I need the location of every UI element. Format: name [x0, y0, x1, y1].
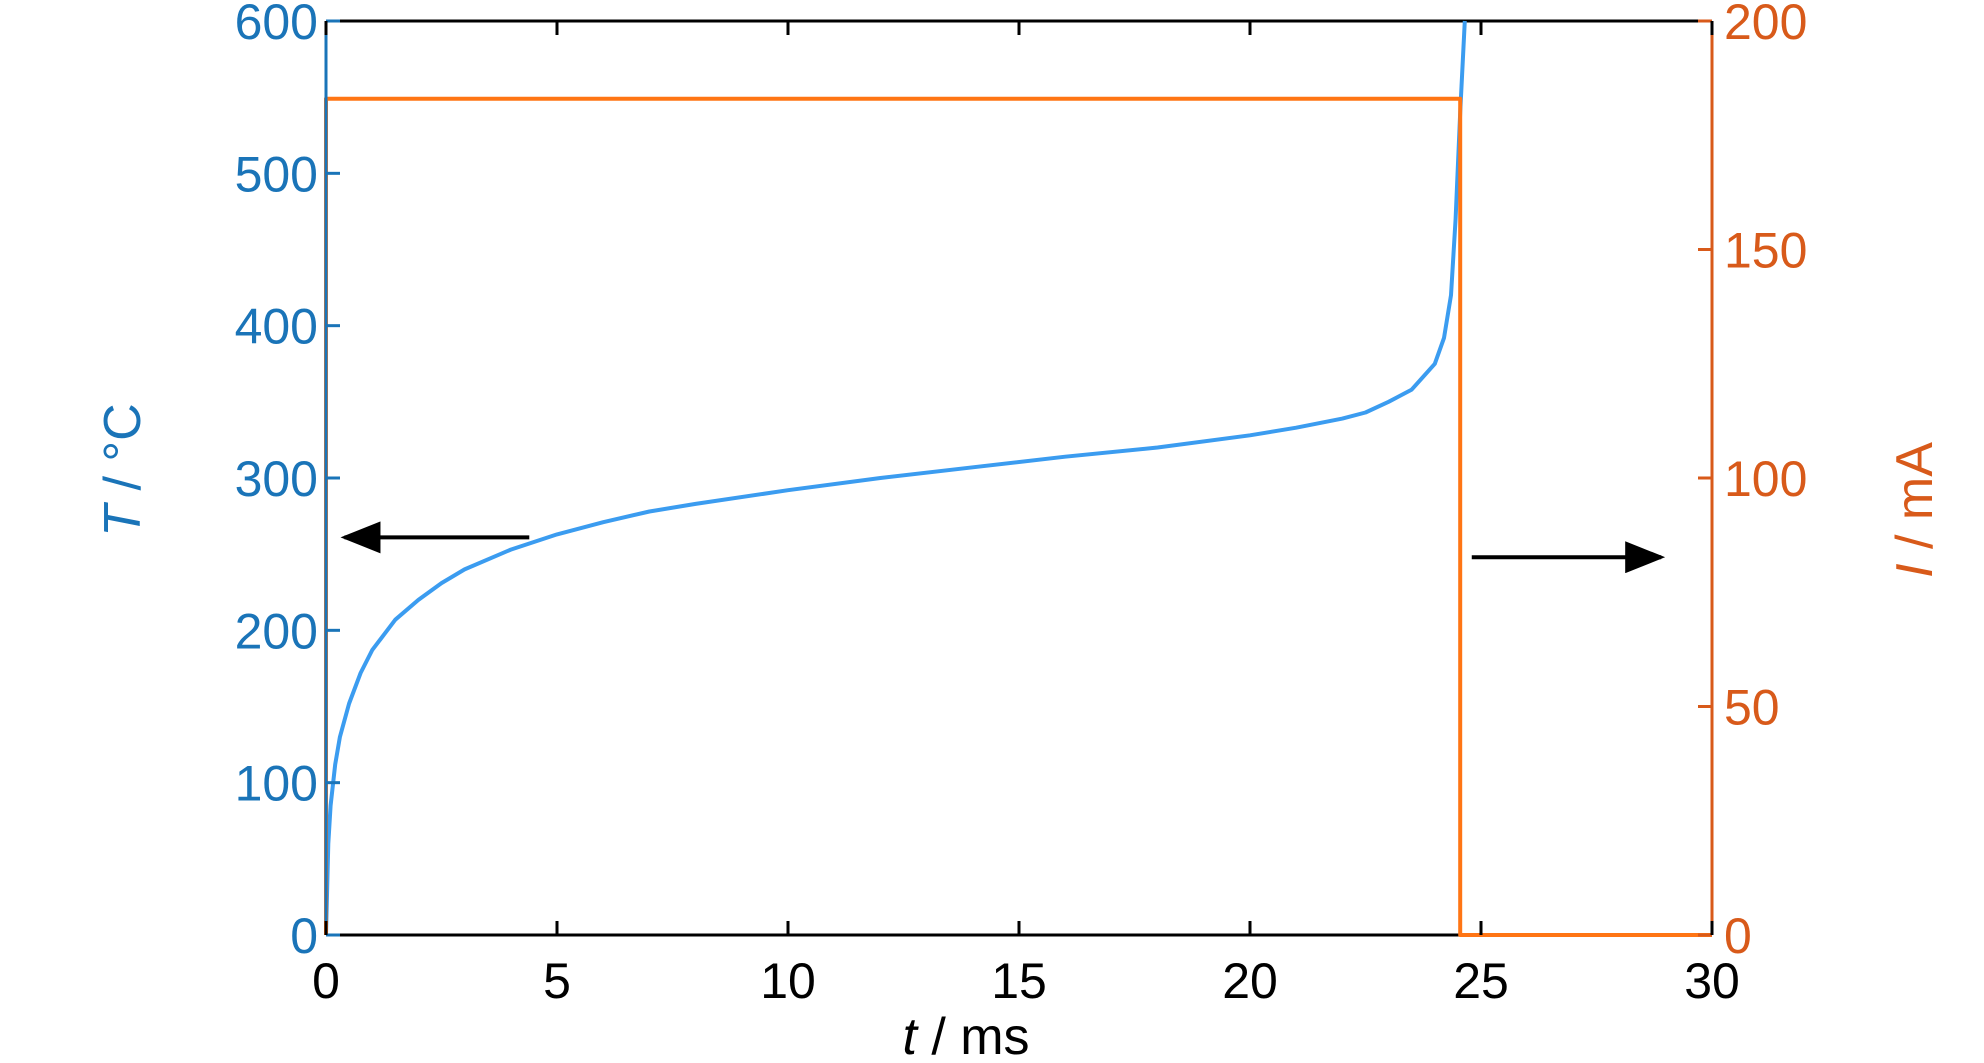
right-y-tick-label: 100 — [1724, 451, 1807, 507]
plot-area — [324, 19, 1712, 937]
left-y-tick-label: 500 — [235, 146, 318, 202]
x-tick-label: 15 — [991, 953, 1047, 1009]
right-y-tick-label: 150 — [1724, 223, 1807, 279]
right-y-axis: 0 50 100 150 200 — [1698, 0, 1807, 964]
left-y-tick-label: 100 — [235, 756, 318, 812]
x-tick-label: 10 — [760, 953, 816, 1009]
right-y-tick-label: 50 — [1724, 680, 1780, 736]
left-y-axis: 0 100 200 300 400 500 600 — [235, 0, 340, 964]
x-axis: 0 5 10 15 20 25 30 — [312, 21, 1740, 1009]
left-y-tick-label: 600 — [235, 0, 318, 50]
left-y-tick-label: 300 — [235, 451, 318, 507]
left-y-axis-title: T / °C — [94, 403, 152, 536]
left-y-tick-label: 200 — [235, 603, 318, 659]
x-tick-label: 20 — [1222, 953, 1278, 1009]
x-axis-title: t / ms — [902, 1008, 1029, 1063]
x-tick-label: 5 — [543, 953, 571, 1009]
temperature-line — [324, 20, 1467, 936]
right-y-tick-label: 0 — [1724, 908, 1752, 964]
left-y-tick-label: 0 — [290, 908, 318, 964]
current-line — [324, 96, 1712, 937]
left-y-tick-label: 400 — [235, 299, 318, 355]
x-tick-label: 0 — [312, 953, 340, 1009]
x-tick-label: 30 — [1684, 953, 1740, 1009]
right-y-axis-title: I / mA — [1886, 442, 1944, 578]
x-tick-label: 25 — [1453, 953, 1509, 1009]
right-y-tick-label: 200 — [1724, 0, 1807, 50]
